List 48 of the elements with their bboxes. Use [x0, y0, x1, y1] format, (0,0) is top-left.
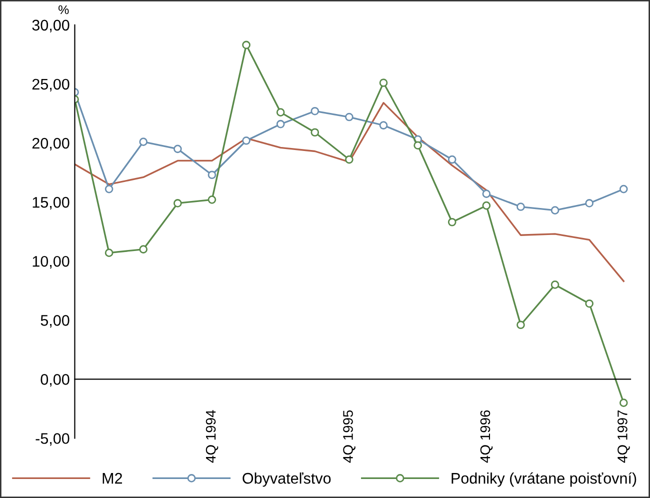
- y-axis-title: %: [58, 5, 69, 14]
- point: [310, 106, 320, 116]
- point: [345, 112, 354, 122]
- y-tick-label: 25,00: [32, 78, 70, 92]
- y-tick-label: 20,00: [32, 138, 70, 150]
- y-tick-label: 30,00: [32, 20, 70, 32]
- point: [550, 206, 560, 214]
- point: [550, 280, 560, 289]
- y-tick-label: 5,00: [40, 315, 70, 328]
- point: [619, 398, 628, 407]
- point: [242, 40, 250, 50]
- point: [585, 199, 594, 208]
- legend-label: Obyvateľstvo: [242, 472, 331, 487]
- point: [379, 78, 388, 87]
- point: [208, 170, 216, 180]
- y-tick-label: -5,00: [36, 433, 70, 446]
- point: [276, 108, 285, 116]
- point: [379, 121, 388, 130]
- point: [414, 141, 422, 150]
- point: [345, 155, 354, 164]
- x-tick-label: 4Q 1996: [480, 410, 493, 463]
- point: [174, 144, 182, 154]
- point: [585, 299, 594, 308]
- point: [310, 128, 320, 137]
- point: [619, 184, 628, 194]
- line-series: [74, 102, 624, 282]
- point: [104, 248, 114, 257]
- point: [139, 245, 148, 254]
- point: [174, 199, 182, 208]
- legend-label: Podniky (vrátane poisťovní): [452, 472, 636, 487]
- point: [208, 196, 216, 204]
- point: [242, 136, 250, 145]
- y-tick-label: 0,00: [40, 374, 70, 387]
- point: [482, 190, 491, 198]
- point: [104, 184, 114, 194]
- point: [139, 138, 148, 146]
- y-tick-label: 15,00: [32, 196, 70, 210]
- point: [448, 218, 456, 226]
- legend-label: M2: [102, 472, 122, 484]
- x-tick-label: 4Q 1994: [206, 410, 218, 463]
- x-tick-label: 4Q 1995: [343, 410, 356, 463]
- point: [448, 155, 456, 164]
- point: [516, 320, 525, 330]
- y-tick-label: 10,00: [32, 256, 70, 269]
- point: [276, 120, 285, 128]
- point: [516, 202, 525, 211]
- point: [482, 201, 491, 210]
- x-tick-label: 4Q 1997: [618, 410, 630, 463]
